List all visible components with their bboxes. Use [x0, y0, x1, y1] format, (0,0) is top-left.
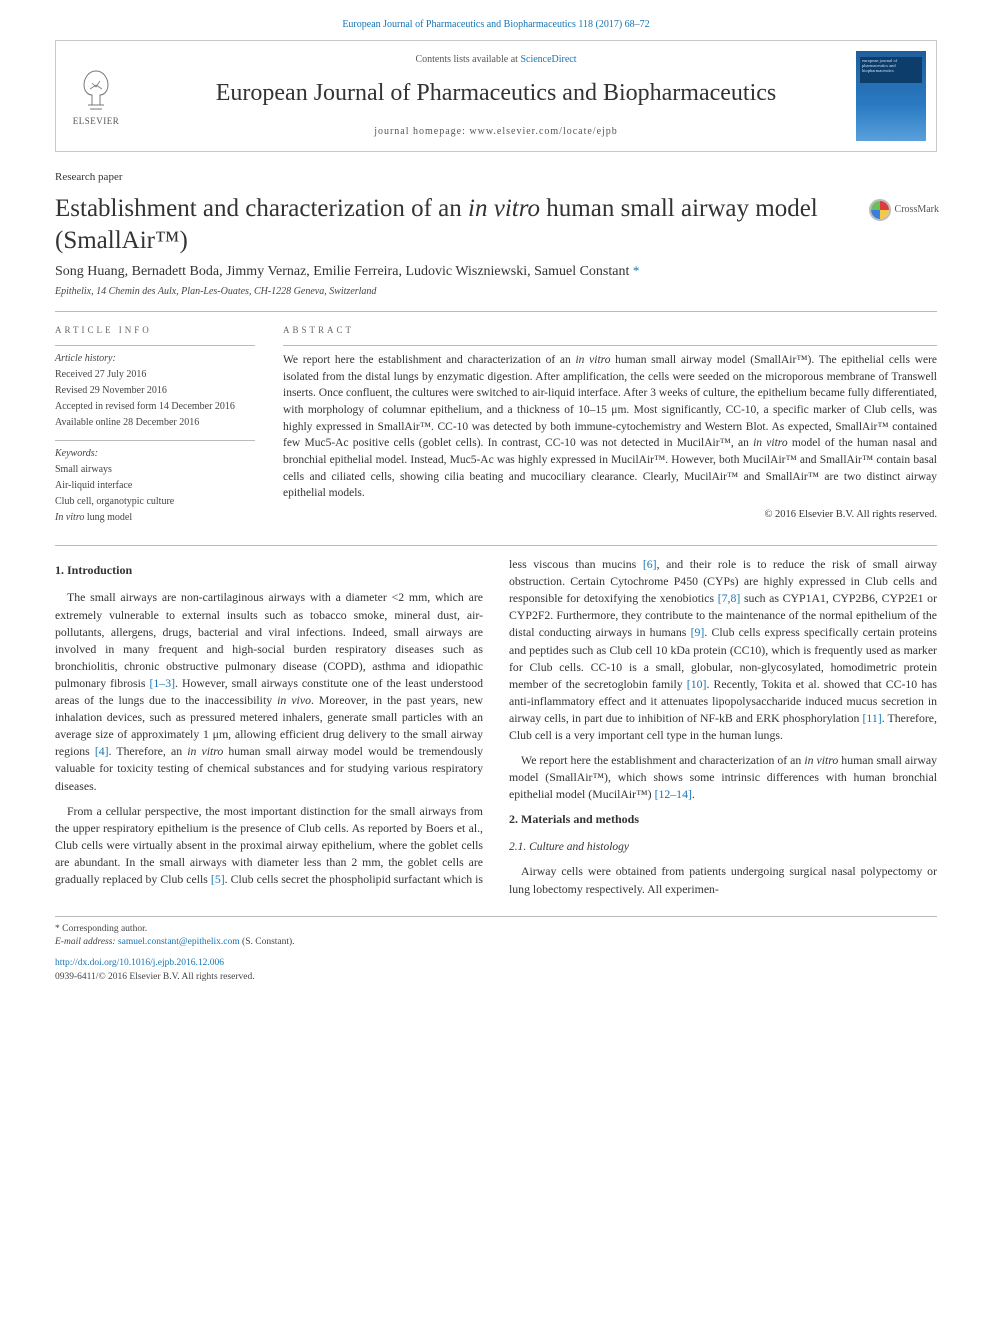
abstract: abstract We report here the establishmen… — [283, 324, 937, 527]
section-2-1-head: 2.1. Culture and histology — [509, 839, 937, 856]
author-list: Song Huang, Bernadett Boda, Jimmy Vernaz… — [55, 262, 937, 282]
email-label: E-mail address: — [55, 937, 118, 947]
section-2-head: 2. Materials and methods — [509, 811, 937, 828]
article-title: Establishment and characterization of an… — [55, 193, 937, 256]
history-list: Received 27 July 2016 Revised 29 November… — [55, 368, 255, 430]
history-item: Accepted in revised form 14 December 201… — [55, 400, 255, 414]
header-center: Contents lists available at ScienceDirec… — [136, 53, 856, 139]
section-1-head: 1. Introduction — [55, 562, 483, 579]
keywords-label: Keywords: — [55, 447, 255, 461]
keyword-item: Air-liquid interface — [55, 479, 255, 493]
journal-name: European Journal of Pharmaceutics and Bi… — [136, 77, 856, 111]
article-title-text: Establishment and characterization of an… — [55, 195, 818, 253]
journal-cover-thumb: european journal of pharmaceutics and bi… — [856, 51, 926, 141]
journal-homepage: journal homepage: www.elsevier.com/locat… — [136, 125, 856, 139]
email-who: (S. Constant). — [240, 937, 295, 947]
crossmark-icon — [869, 199, 891, 221]
issn-copyright: 0939-6411/© 2016 Elsevier B.V. All right… — [55, 971, 937, 984]
keyword-item: Club cell, organotypic culture — [55, 495, 255, 509]
contents-prefix: Contents lists available at — [415, 54, 520, 65]
crossmark-badge[interactable]: CrossMark — [869, 199, 939, 221]
corresponding-author: * Corresponding author. — [55, 923, 937, 936]
cover-title-text: european journal of pharmaceutics and bi… — [860, 57, 922, 83]
divider — [55, 311, 937, 312]
article-info-head: article info — [55, 324, 255, 337]
email-line: E-mail address: samuel.constant@epitheli… — [55, 936, 937, 949]
keyword-item: In vitro lung model — [55, 511, 255, 525]
keyword-item: Small airways — [55, 463, 255, 477]
crossmark-label: CrossMark — [895, 204, 939, 217]
elsevier-label: ELSEVIER — [66, 115, 126, 128]
sec1-p1: The small airways are non-cartilaginous … — [55, 589, 483, 794]
info-abstract-row: article info Article history: Received 2… — [55, 324, 937, 527]
abstract-copyright: © 2016 Elsevier B.V. All rights reserved… — [283, 508, 937, 523]
divider — [55, 545, 937, 546]
abstract-text: We report here the establishment and cha… — [283, 352, 937, 502]
authors-text: Song Huang, Bernadett Boda, Jimmy Vernaz… — [55, 264, 639, 279]
top-citation: European Journal of Pharmaceutics and Bi… — [0, 0, 992, 40]
top-citation-link[interactable]: European Journal of Pharmaceutics and Bi… — [342, 19, 649, 30]
elsevier-tree-icon — [74, 65, 118, 113]
sciencedirect-link[interactable]: ScienceDirect — [520, 54, 576, 65]
sec1-p3: We report here the establishment and cha… — [509, 752, 937, 803]
author-email-link[interactable]: samuel.constant@epithelix.com — [118, 937, 240, 947]
journal-header: ELSEVIER Contents lists available at Sci… — [55, 40, 937, 152]
doi-link[interactable]: http://dx.doi.org/10.1016/j.ejpb.2016.12… — [55, 958, 224, 968]
keywords-list: Small airways Air-liquid interface Club ce… — [55, 463, 255, 525]
history-item: Available online 28 December 2016 — [55, 416, 255, 430]
sec2-1-p1: Airway cells were obtained from patients… — [509, 863, 937, 897]
elsevier-logo: ELSEVIER — [56, 65, 136, 128]
contents-lists: Contents lists available at ScienceDirec… — [136, 53, 856, 67]
page-footer: * Corresponding author. E-mail address: … — [55, 916, 937, 984]
affiliation: Epithelix, 14 Chemin des Aulx, Plan-Les-… — [55, 285, 937, 299]
article-type: Research paper — [55, 170, 937, 185]
article-body: 1. Introduction The small airways are no… — [55, 556, 937, 898]
history-label: Article history: — [55, 352, 255, 366]
article-info: article info Article history: Received 2… — [55, 324, 255, 527]
history-item: Revised 29 November 2016 — [55, 384, 255, 398]
history-item: Received 27 July 2016 — [55, 368, 255, 382]
abstract-head: abstract — [283, 324, 937, 337]
